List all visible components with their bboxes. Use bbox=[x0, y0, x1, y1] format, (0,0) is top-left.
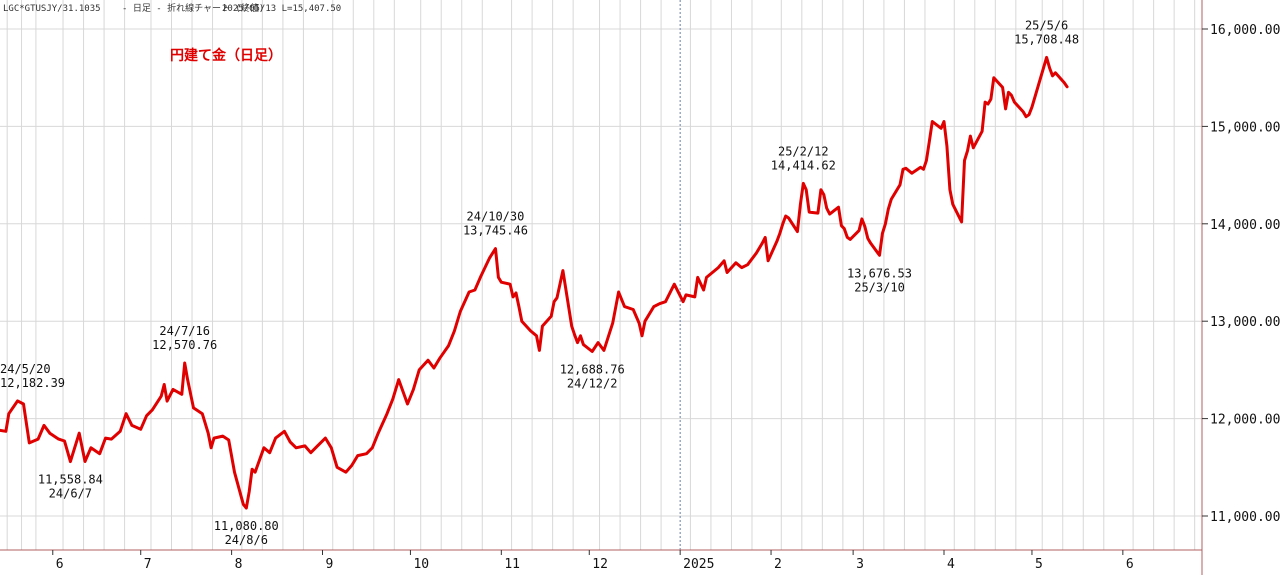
xtick-label: 12 bbox=[592, 557, 608, 572]
annotation-line-1: 12,688.76 bbox=[560, 363, 625, 377]
header-last-price: 2025/05/13 L=15,407.50 bbox=[222, 4, 341, 14]
annotation-line-1: 11,080.80 bbox=[214, 519, 279, 533]
annotation-line-1: 24/10/30 bbox=[467, 210, 525, 224]
annotation-line-2: 14,414.62 bbox=[771, 158, 836, 172]
xtick-label: 5 bbox=[1035, 557, 1043, 572]
xtick-label: 6 bbox=[1126, 557, 1134, 572]
annotation-line-2: 25/3/10 bbox=[854, 280, 905, 294]
price-axis: 11,000.00 12,000.00 13,000.00 14,000.00 15,0… bbox=[1202, 23, 1280, 525]
annotation-line-2: 12,182.39 bbox=[0, 376, 65, 390]
ytick-label: 14,000.00 bbox=[1210, 218, 1280, 233]
xtick-label: 9 bbox=[325, 557, 333, 572]
annotation-line-1: 11,558.84 bbox=[38, 473, 103, 487]
ytick-label: 15,000.00 bbox=[1210, 120, 1280, 135]
annotation-line-2: 13,745.46 bbox=[463, 224, 528, 238]
ytick-label: 16,000.00 bbox=[1210, 23, 1280, 38]
header-description: - 日足 - 折れ線チャート (終値) bbox=[122, 2, 264, 14]
ytick-label: 13,000.00 bbox=[1210, 315, 1280, 330]
chart-title: 円建て金（日足） bbox=[170, 47, 282, 64]
xtick-label: 2 bbox=[774, 557, 782, 572]
high-low-annotations: 24/5/2012,182.3911,558.8424/6/724/7/1612… bbox=[0, 18, 1079, 547]
annotation-line-2: 24/6/7 bbox=[49, 487, 92, 501]
price-series-line bbox=[0, 55, 1069, 510]
ytick-label: 11,000.00 bbox=[1210, 510, 1280, 525]
month-gridlines bbox=[6, 0, 1196, 550]
header-code: LGC*GTUSJY/31.1035 bbox=[3, 4, 101, 14]
price-gridlines bbox=[0, 28, 1202, 517]
annotation-line-2: 15,708.48 bbox=[1014, 32, 1079, 46]
annotation-line-2: 12,570.76 bbox=[152, 338, 217, 352]
xtick-label: 3 bbox=[856, 557, 864, 572]
xtick-label: 8 bbox=[235, 557, 243, 572]
annotation-line-2: 24/12/2 bbox=[567, 377, 618, 391]
xtick-label: 7 bbox=[144, 557, 152, 572]
xtick-label: 2025 bbox=[683, 557, 714, 572]
ytick-label: 12,000.00 bbox=[1210, 413, 1280, 428]
annotation-line-1: 24/7/16 bbox=[159, 324, 210, 338]
month-axis: 6 7 8 9 10 11 12 2025 2 3 4 5 6 bbox=[52, 550, 1134, 572]
xtick-label: 11 bbox=[504, 557, 520, 572]
annotation-line-1: 13,676.53 bbox=[847, 266, 912, 280]
annotation-line-1: 24/5/20 bbox=[0, 362, 51, 376]
xtick-label: 6 bbox=[56, 557, 64, 572]
annotation-line-1: 25/2/12 bbox=[778, 144, 829, 158]
xtick-label: 4 bbox=[947, 557, 955, 572]
annotation-line-2: 24/8/6 bbox=[225, 533, 268, 547]
annotation-line-1: 25/5/6 bbox=[1025, 18, 1068, 32]
xtick-label: 10 bbox=[413, 557, 429, 572]
